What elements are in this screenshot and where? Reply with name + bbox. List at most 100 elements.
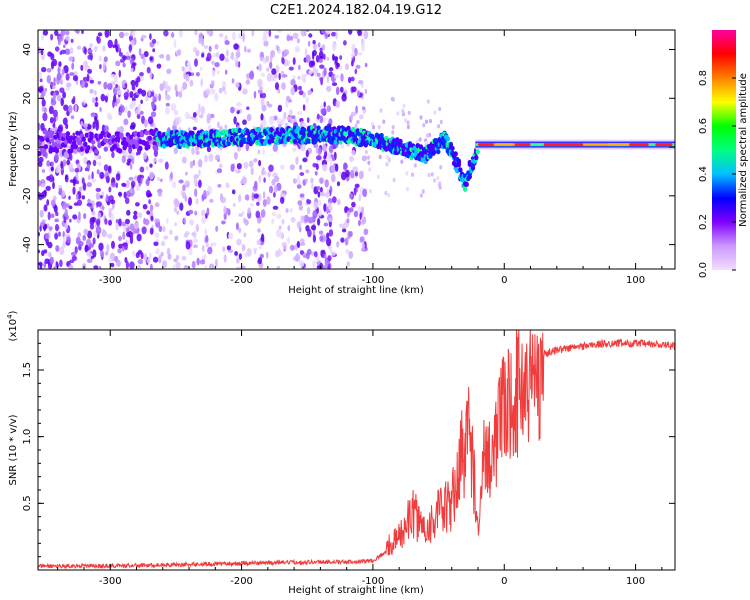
spectrogram-speckle [152,158,157,163]
spectrogram-speckle [84,167,88,172]
spectrogram-speckle [196,257,200,266]
spectrogram-speckle [305,30,310,33]
spectrogram-speckle [198,37,203,44]
spectrogram-speckle [315,55,320,63]
spectrogram-speckle [337,198,341,206]
spectrogram-speckle [181,255,187,261]
spectrogram-speckle [52,85,56,90]
spectrogram-speckle [361,42,365,52]
spectrogram-speckle [94,90,97,96]
spectrogram-speckle [66,159,71,166]
spectrogram-speckle [150,263,153,269]
spectrogram-speckle [130,180,136,188]
spectrogram-speckle [242,33,245,42]
spectrogram-ridge-point [338,139,343,145]
spectrogram-speckle [356,89,361,97]
spectrogram-ridge-point [239,142,244,148]
spectrogram-ridge-point [75,130,80,136]
spectrogram-speckle [132,214,138,220]
spectrogram-speckle [429,118,432,124]
spectrogram-speckle [290,79,296,86]
spectrogram-speckle [385,155,389,160]
spectrogram-speckle [191,260,196,269]
spectrogram-speckle [104,95,108,103]
spectrogram-speckle [362,216,367,224]
spectrogram-speckle [316,155,322,161]
spectrogram-speckle [40,53,46,61]
spectrogram-ridge-point [114,136,120,142]
spectrogram-speckle [53,266,58,269]
spectrogram-speckle [305,149,309,158]
colorbar-tick-label: 0.8 [698,70,709,86]
spectrogram-speckle [126,55,131,60]
spectrogram-speckle [184,111,189,120]
spectrogram-speckle [302,104,306,111]
spectrogram-speckle [303,214,310,223]
spectrogram-ridge-point [139,132,145,138]
spectrogram-speckle [144,218,150,226]
spectrogram-speckle [361,155,368,162]
spectrogram-speckle [247,48,251,53]
spectrogram-speckle [240,180,245,184]
spectrogram-speckle [315,146,319,154]
colorbar-ticks: 0.0 0.2 0.4 0.6 0.8 [698,70,736,278]
spectrogram-speckle [41,99,46,107]
spectrogram-ridge-point [217,132,222,138]
spectrogram-speckle [230,106,235,114]
spectrogram-speckle [326,56,330,61]
spectrogram-speckle [53,77,56,84]
spectrogram-speckle [305,96,309,104]
spectrogram-speckle [90,112,96,118]
spectrogram-speckle [214,44,219,50]
spectrogram-speckle [310,225,317,231]
spectrogram-speckle [107,39,113,49]
spectrogram-speckle [123,191,127,199]
spectrogram-speckle [315,163,319,171]
spectrogram-speckle [95,226,102,235]
spectrogram-speckle [149,204,154,212]
spectrogram-speckle [338,65,343,71]
spectrogram-speckle [63,151,70,159]
snr-y-tick-label: 1.0 [22,429,33,445]
spectrogram-speckle [48,174,54,183]
spectrogram-speckle [336,241,340,248]
spectrogram-speckle [198,169,201,177]
spectrogram-speckle [197,158,203,168]
spectrogram-speckle [195,72,200,77]
spectrogram-speckle [52,181,55,190]
spectrogram-speckle [320,108,327,115]
spectrogram-speckle [131,250,136,257]
spectrogram-speckle [195,224,199,233]
spectrogram-speckle [58,35,63,43]
spectrogram-speckle [322,116,327,123]
spectrogram-speckle [299,172,305,176]
spectrogram-speckle [234,152,238,160]
spectrogram-speckle [231,78,235,84]
colorbar-tick-label: 0.4 [698,166,709,182]
spectrogram-speckle [256,201,260,206]
spectrogram-speckle [124,32,129,37]
spectrogram-speckle [358,194,362,202]
spectrogram-speckle [158,158,164,163]
spectrogram-speckle [318,58,323,63]
spectrogram-speckle [194,58,198,67]
spectrogram-speckle [129,261,135,269]
spectrogram-speckle [328,201,332,210]
spectrogram-speckle [156,40,160,45]
spectrogram-speckle [150,215,154,222]
spectrogram-ridge-point [284,131,290,137]
snr-frame [37,329,676,571]
spectrogram-speckle [72,214,78,220]
spectrogram-speckle [89,43,93,48]
spectrogram-y-label: Frequency (Hz) [8,111,19,187]
spectrogram-speckle [289,109,293,115]
spectrogram-ridge-point [306,138,312,144]
spectrogram-speckle [292,178,297,184]
spectrogram-speckle [72,132,76,137]
spectrogram-speckle [308,60,314,68]
spectrogram-speckle [251,192,255,201]
spectrogram-speckle [143,51,149,58]
spectrogram-speckle [91,210,96,216]
spectrogram-speckle [261,104,267,112]
spectrogram-speckle [107,83,113,91]
